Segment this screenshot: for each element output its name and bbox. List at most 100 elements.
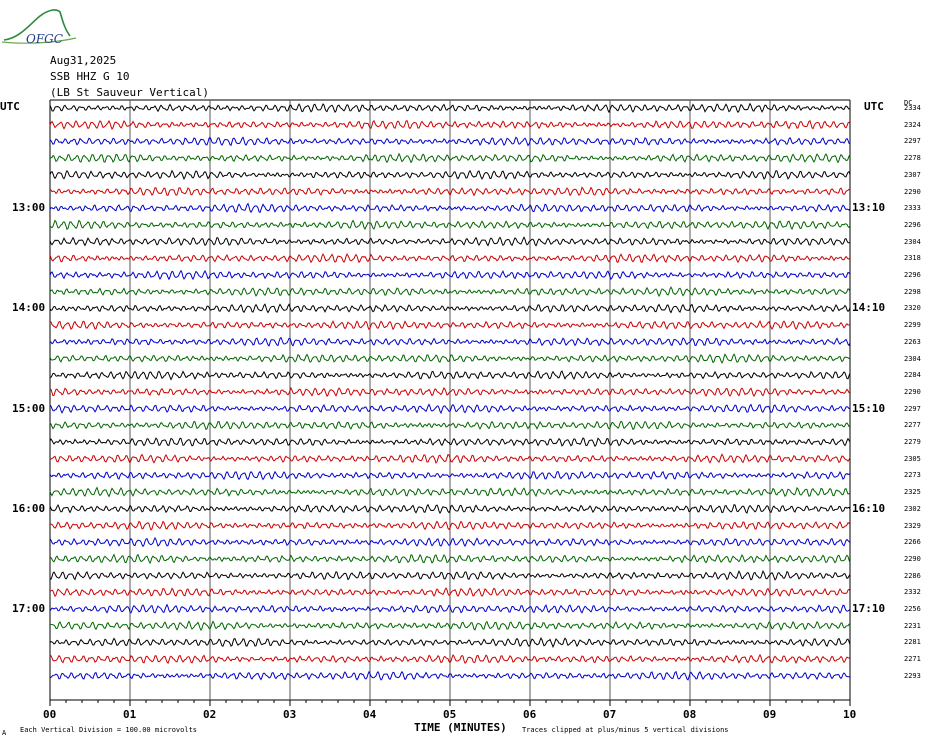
dc-offset-label: 2293 [904, 671, 921, 680]
trace-row-6 [49, 202, 851, 214]
clipping-note: Traces clipped at plus/minus 5 vertical … [522, 726, 729, 734]
trace-row-10 [49, 269, 851, 281]
vertical-division-note: Each Vertical Division = 100.00 microvol… [20, 726, 198, 734]
trace-row-3 [49, 152, 851, 164]
dc-offset-label: 2256 [904, 605, 921, 613]
trace-row-24 [49, 503, 851, 515]
trace-row-20 [49, 437, 851, 448]
trace-row-15 [49, 353, 851, 365]
right-hour-label: 16:10 [852, 501, 886, 515]
right-hour-label: 14:10 [852, 301, 886, 315]
dc-offset-label: 2273 [904, 471, 921, 480]
trace-row-27 [49, 553, 851, 565]
trace-row-31 [49, 620, 851, 632]
dc-offset-label: 2286 [904, 571, 921, 580]
dc-offset-label: 2296 [904, 271, 921, 279]
x-tick-label: 02 [203, 708, 217, 721]
x-tick-label: 04 [363, 708, 377, 721]
dc-offset-label: 2297 [904, 137, 921, 146]
x-tick-label: 01 [123, 708, 137, 721]
trace-row-4 [49, 169, 851, 181]
trace-row-1 [49, 119, 851, 130]
dc-offset-label: 2231 [904, 621, 921, 630]
dc-offset-label: 2307 [904, 170, 921, 179]
seismic-traces [49, 102, 851, 681]
dc-offset-label: 2302 [904, 504, 921, 513]
station-code: SSB HHZ G 10 [50, 70, 130, 83]
left-utc-label: UTC [0, 100, 20, 113]
trace-row-32 [49, 637, 851, 649]
dc-offset-label: 2320 [904, 304, 921, 313]
dc-offset-label: 2297 [904, 404, 921, 413]
right-hour-label: 13:10 [852, 201, 886, 215]
record-date: Aug31,2025 [50, 54, 117, 67]
dc-offset-label: 2318 [904, 254, 921, 263]
trace-row-2 [49, 136, 851, 147]
trace-row-16 [49, 370, 851, 381]
right-hour-label: 17:10 [852, 602, 886, 615]
trace-row-12 [49, 303, 851, 314]
left-hour-label: 17:00 [12, 602, 46, 615]
dc-offset-label: 2325 [904, 488, 921, 497]
x-tick-label: 06 [523, 708, 537, 721]
dc-offset-label: 2290 [904, 554, 921, 563]
dc-offset-label: 2281 [904, 638, 921, 647]
trace-row-8 [49, 236, 851, 247]
ofgc-logo: OFGC [1, 9, 77, 46]
left-hour-label: 16:00 [12, 501, 46, 515]
dc-offset-label: 2290 [904, 387, 921, 396]
dc-offset-label: 2333 [904, 204, 921, 213]
trace-row-11 [49, 286, 851, 298]
dc-offset-label: 2279 [904, 438, 921, 446]
dc-offset-label: 2305 [904, 454, 921, 463]
dc-offset-label: 2304 [904, 237, 921, 246]
trace-row-29 [49, 587, 851, 598]
x-tick-label: 10 [843, 708, 857, 721]
dc-offset-label: 2263 [904, 337, 921, 346]
dc-offset-label: 2271 [904, 655, 921, 664]
trace-row-28 [49, 569, 851, 581]
dc-offset-label: 2277 [904, 421, 921, 430]
dc-offset-label: 2278 [904, 154, 921, 163]
trace-row-33 [49, 653, 851, 665]
dc-offset-label: 2299 [904, 321, 921, 330]
left-hour-label: 13:00 [12, 201, 46, 215]
logo-swoosh [1, 37, 77, 44]
trace-row-21 [49, 453, 851, 464]
trace-row-23 [49, 486, 851, 498]
dc-offset-label: 2296 [904, 220, 921, 229]
trace-row-5 [49, 186, 851, 197]
dc-offset-label: 2290 [904, 187, 921, 196]
x-tick-label: 00 [43, 708, 57, 721]
x-tick-label: 05 [443, 708, 457, 721]
trace-row-34 [49, 670, 851, 681]
trace-row-0 [49, 102, 851, 114]
x-tick-label: 09 [763, 708, 777, 721]
x-tick-label: 03 [283, 708, 297, 721]
trace-row-7 [49, 219, 851, 231]
trace-row-17 [49, 386, 851, 398]
trace-row-25 [49, 520, 851, 531]
left-hour-label: 14:00 [12, 301, 46, 315]
trace-row-13 [49, 320, 851, 331]
logo-text: OFGC [26, 32, 63, 46]
trace-row-19 [49, 420, 851, 431]
dc-offset-label: 2284 [904, 371, 921, 380]
x-tick-label: 08 [683, 708, 697, 721]
trace-row-9 [49, 253, 851, 264]
x-axis-ticks [49, 700, 851, 706]
left-hour-label: 15:00 [12, 401, 46, 415]
right-utc-label: UTC [864, 100, 884, 113]
trace-row-14 [49, 336, 851, 347]
trace-row-30 [49, 603, 851, 614]
dc-label: DC [904, 99, 913, 107]
dc-offset-label: 2332 [904, 588, 921, 597]
logo-mountain-curve [3, 9, 71, 41]
right-hour-label: 15:10 [852, 401, 886, 415]
dc-offset-label: 2324 [904, 120, 921, 129]
footer-mark: A [2, 729, 7, 737]
station-location: (LB St Sauveur Vertical) [50, 86, 209, 99]
dc-offset-label: 2266 [904, 538, 921, 547]
trace-row-18 [49, 403, 851, 415]
